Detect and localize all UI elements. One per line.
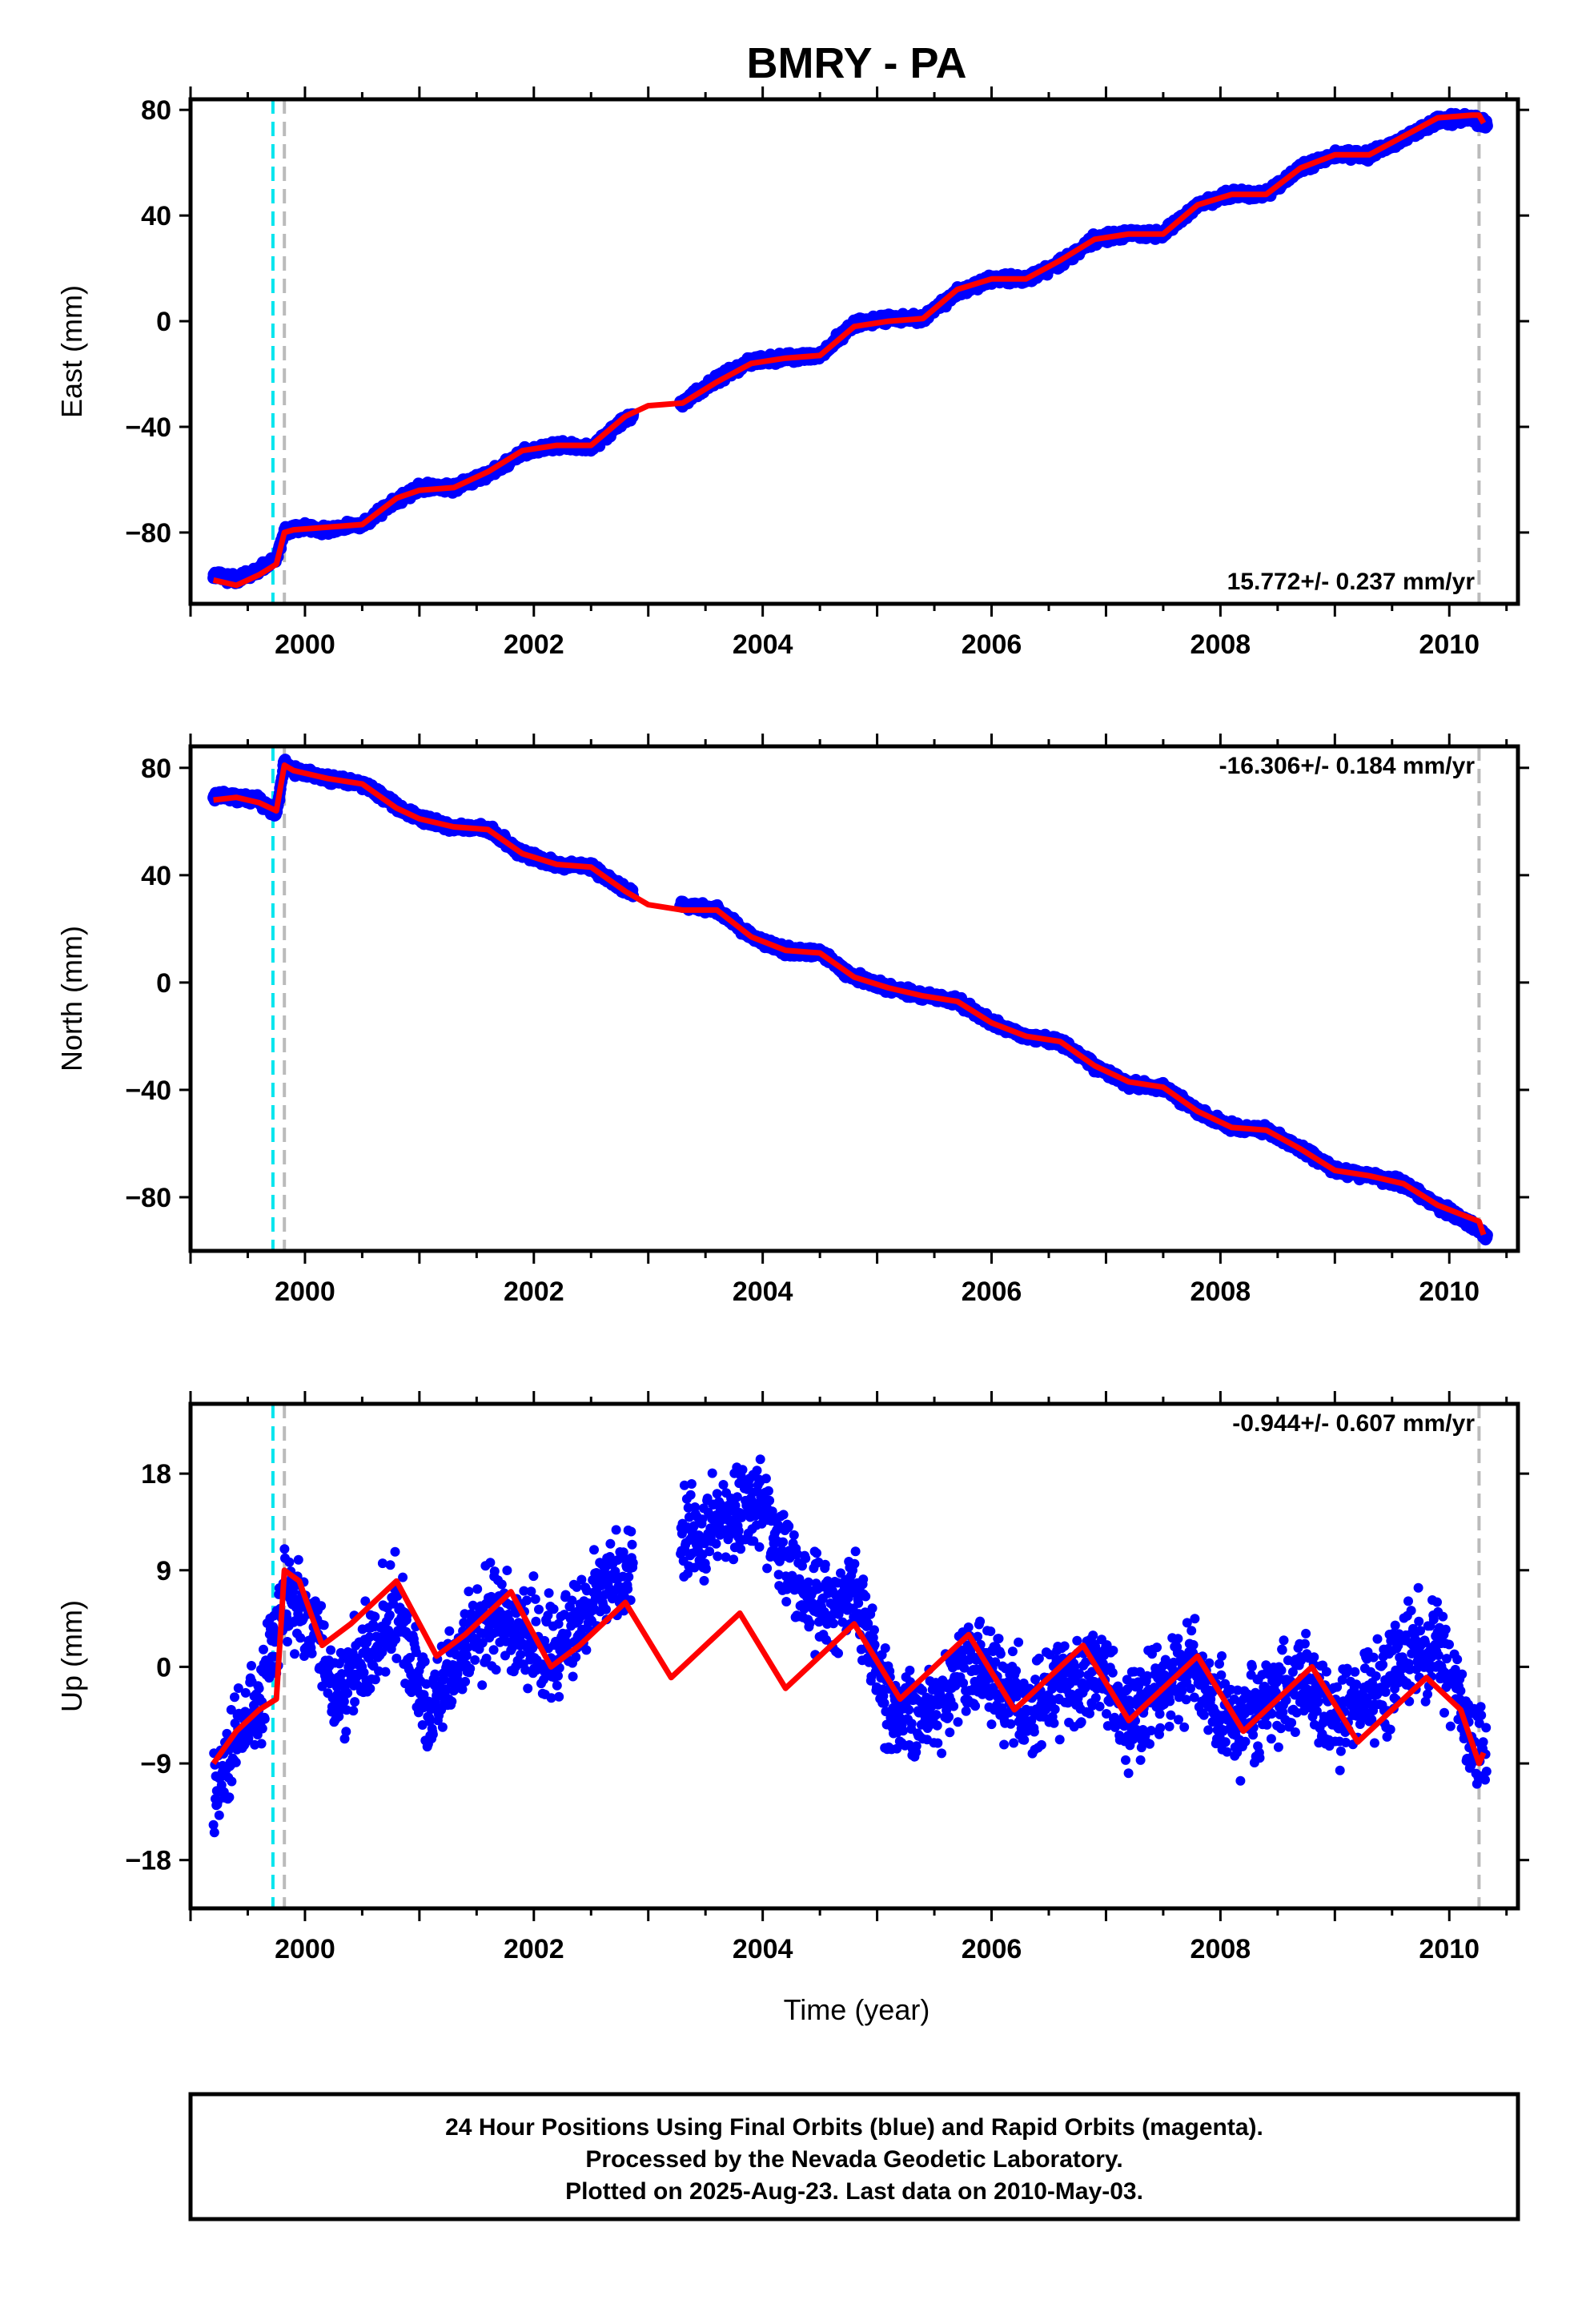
x-tick-label: 2004 [733, 629, 793, 660]
main-title: BMRY - PA [746, 39, 966, 87]
y-tick-label: −80 [125, 518, 171, 549]
y-tick-label: 40 [141, 201, 171, 231]
x-tick-label: 2002 [504, 629, 564, 660]
y-tick-label: −40 [125, 412, 171, 443]
x-tick-label: 2006 [962, 629, 1022, 660]
x-tick-label: 2000 [275, 629, 335, 660]
east-panel: −80 −40 0 40 80 2000 2002 2004 2006 2008 2010 East … [55, 86, 1529, 660]
x-tick-label: 2008 [1191, 629, 1251, 660]
east-rate-label: 15.772+/- 0.237 mm/yr [1227, 569, 1476, 595]
y-tick-label: 80 [141, 95, 171, 126]
y-tick-label: 0 [156, 307, 171, 337]
east-axis-title: East (mm) [55, 285, 88, 418]
x-tick-label: 2010 [1419, 629, 1480, 660]
